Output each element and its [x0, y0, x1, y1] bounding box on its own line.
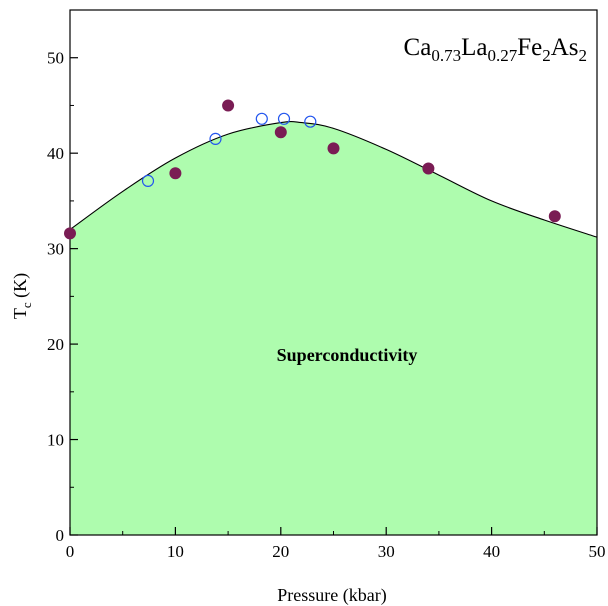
- formula-segment: Fe: [517, 34, 542, 61]
- formula-segment: 2: [579, 46, 588, 65]
- y-tick-label-50: 50: [47, 49, 64, 68]
- open-data-point: [141, 174, 155, 187]
- superconducting-region: [70, 121, 597, 535]
- formula-segment: 0.73: [431, 46, 461, 65]
- filled-data-point: [422, 162, 435, 175]
- y-axis-title-sub: c: [19, 302, 34, 308]
- y-tick-label-0: 0: [56, 526, 65, 545]
- filled-data-point: [548, 210, 561, 223]
- x-axis: 0 10 20 30 40 50: [66, 527, 606, 561]
- open-data-point: [304, 115, 317, 128]
- open-data-point: [277, 112, 291, 125]
- plot-area: [70, 121, 597, 535]
- formula-segment: 2: [542, 46, 551, 65]
- filled-data-point: [169, 167, 182, 180]
- y-axis-title-unit: (K): [10, 273, 31, 303]
- open-data-point: [209, 132, 222, 145]
- x-tick-label-20: 20: [272, 542, 289, 561]
- boundary-curve-group: [69, 120, 598, 238]
- x-tick-label-0: 0: [66, 542, 75, 561]
- x-tick-label-50: 50: [589, 542, 606, 561]
- y-axis-title: Tc (K): [10, 273, 34, 319]
- filled-data-point: [274, 126, 287, 139]
- formula-segment: La: [461, 34, 487, 61]
- y-axis: 0 10 20 30 40 50: [47, 49, 78, 545]
- formula-segment: Ca: [404, 34, 432, 61]
- formula-segment: As: [551, 34, 579, 61]
- y-tick-label-40: 40: [47, 144, 64, 163]
- filled-data-point: [64, 227, 76, 240]
- y-axis-title-main: T: [10, 308, 30, 319]
- y-tick-label-20: 20: [47, 335, 64, 354]
- filled-data-point: [222, 99, 235, 112]
- x-tick-label-30: 30: [378, 542, 395, 561]
- y-tick-label-10: 10: [47, 431, 64, 450]
- superconductivity-label: Superconductivity: [277, 345, 418, 365]
- y-tick-label-30: 30: [47, 240, 64, 259]
- open-data-point: [255, 112, 268, 125]
- boundary-curve: [69, 120, 598, 238]
- filled-data-point: [327, 142, 340, 155]
- x-tick-label-10: 10: [167, 542, 184, 561]
- x-axis-title: Pressure (kbar): [277, 585, 386, 606]
- formula-segment: 0.27: [487, 46, 517, 65]
- data-points: [64, 99, 561, 240]
- compound-formula: Ca0.73La0.27Fe2As2: [404, 34, 587, 65]
- x-tick-label-40: 40: [483, 542, 500, 561]
